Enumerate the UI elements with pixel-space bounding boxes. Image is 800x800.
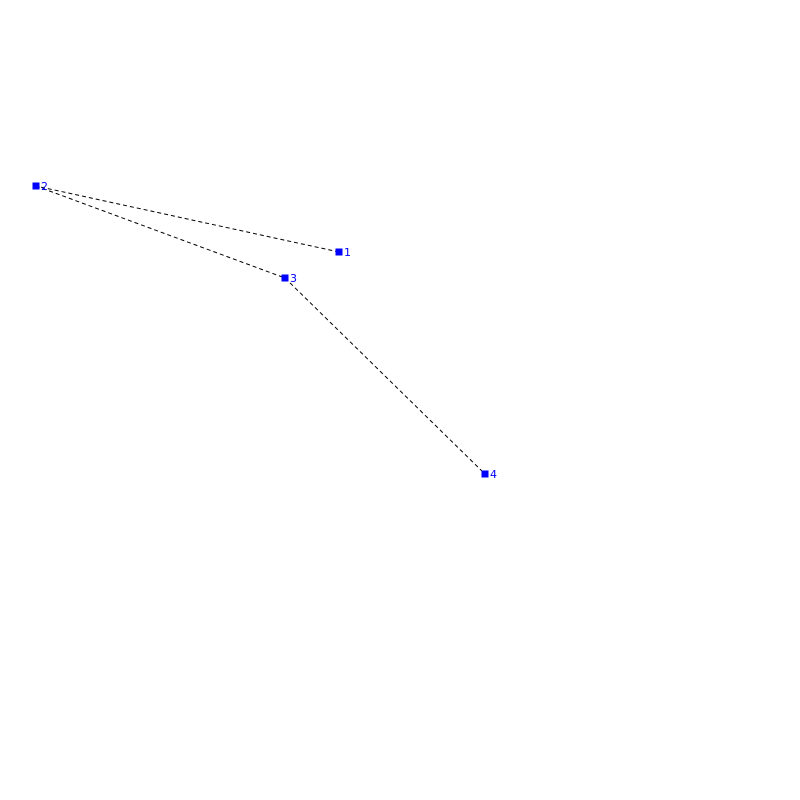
- point-label: 3: [290, 272, 297, 285]
- point-2: 2: [32, 180, 48, 193]
- point-marker: [335, 248, 343, 256]
- edge-1-2: [35, 185, 340, 253]
- point-label: 1: [344, 246, 351, 259]
- nodes: 1 2 3 4: [32, 180, 497, 481]
- edge-3-4: [284, 277, 486, 475]
- point-1: 1: [335, 246, 351, 259]
- point-label: 2: [41, 180, 48, 193]
- point-label: 4: [490, 468, 497, 481]
- edge-2-3: [35, 185, 286, 279]
- point-marker: [481, 470, 489, 478]
- point-3: 3: [281, 272, 297, 285]
- point-marker: [32, 182, 40, 190]
- point-4: 4: [481, 468, 497, 481]
- point-marker: [281, 274, 289, 282]
- edges: [35, 185, 486, 475]
